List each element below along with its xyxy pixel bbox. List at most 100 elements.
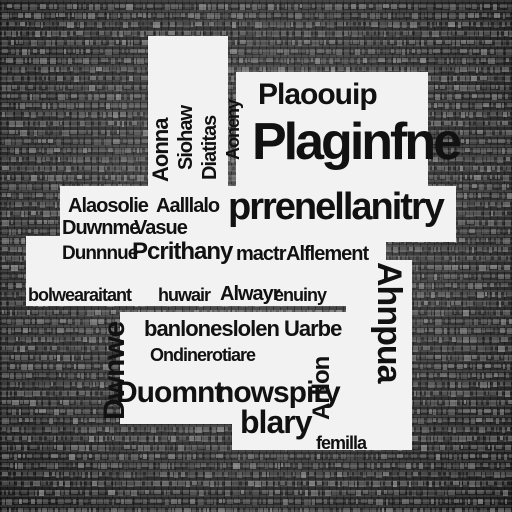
- texture-glyph: [210, 481, 214, 487]
- texture-glyph: [465, 499, 467, 505]
- texture-glyph: [258, 4, 261, 9]
- texture-glyph: [474, 319, 478, 325]
- texture-glyph: [34, 13, 41, 19]
- texture-glyph: [28, 85, 33, 89]
- texture-glyph: [117, 130, 119, 134]
- texture-glyph: [52, 40, 55, 46]
- texture-glyph: [404, 508, 410, 512]
- texture-glyph: [56, 85, 59, 90]
- texture-glyph: [255, 22, 262, 28]
- texture-glyph: [16, 130, 18, 134]
- texture-glyph: [143, 13, 146, 18]
- texture-glyph: [483, 112, 487, 118]
- texture-glyph: [325, 4, 332, 10]
- texture-glyph: [444, 265, 451, 270]
- texture-glyph: [508, 4, 512, 10]
- texture-glyph: [8, 67, 10, 71]
- texture-glyph: [122, 148, 124, 154]
- texture-glyph: [233, 490, 240, 495]
- texture-glyph: [463, 184, 469, 190]
- texture-glyph: [13, 13, 17, 17]
- texture-glyph: [60, 319, 66, 323]
- texture-glyph: [363, 490, 368, 494]
- texture-glyph: [383, 472, 389, 476]
- texture-glyph: [212, 427, 216, 433]
- texture-glyph: [389, 31, 395, 35]
- texture-glyph: [161, 454, 165, 458]
- texture-glyph: [507, 103, 512, 107]
- texture-glyph: [32, 193, 35, 198]
- texture-glyph: [390, 40, 394, 44]
- texture-glyph: [69, 346, 74, 350]
- texture-glyph: [99, 337, 102, 343]
- texture-glyph: [51, 211, 57, 216]
- texture-glyph: [503, 112, 507, 117]
- texture-glyph: [46, 13, 50, 18]
- texture-glyph: [258, 508, 263, 512]
- texture-glyph: [503, 229, 505, 233]
- texture-glyph: [90, 40, 93, 45]
- texture-glyph: [458, 211, 465, 215]
- texture-glyph: [2, 22, 6, 26]
- panel-mid: [26, 236, 386, 306]
- texture-glyph: [95, 454, 100, 460]
- texture-glyph: [11, 355, 14, 359]
- texture-glyph: [500, 85, 504, 90]
- texture-glyph: [18, 229, 21, 234]
- texture-glyph: [475, 40, 479, 45]
- texture-glyph: [81, 76, 84, 82]
- texture-glyph: [472, 247, 474, 253]
- texture-glyph: [54, 445, 56, 449]
- texture-glyph: [139, 157, 145, 161]
- texture-glyph: [502, 67, 509, 72]
- texture-glyph: [146, 31, 153, 35]
- texture-glyph: [232, 139, 236, 143]
- texture-glyph: [223, 13, 228, 19]
- texture-glyph: [420, 373, 426, 377]
- texture-glyph: [459, 436, 466, 442]
- texture-glyph: [48, 94, 55, 98]
- texture-glyph: [20, 22, 25, 26]
- texture-glyph: [422, 49, 427, 53]
- texture-glyph: [488, 445, 490, 449]
- texture-glyph: [501, 319, 506, 325]
- texture-glyph: [437, 22, 439, 26]
- texture-glyph: [246, 4, 250, 8]
- texture-glyph: [419, 283, 424, 289]
- texture-glyph: [20, 85, 25, 91]
- texture-glyph: [8, 391, 10, 397]
- texture-glyph: [503, 310, 510, 315]
- texture-glyph: [259, 58, 263, 62]
- texture-glyph: [73, 4, 77, 9]
- texture-glyph: [52, 49, 56, 53]
- texture-glyph: [458, 382, 461, 388]
- texture-glyph: [474, 328, 481, 333]
- texture-glyph: [2, 454, 9, 459]
- texture-glyph: [482, 229, 489, 234]
- texture-glyph: [66, 94, 68, 99]
- texture-glyph: [505, 499, 507, 504]
- texture-glyph: [27, 310, 30, 315]
- texture-glyph: [320, 67, 322, 72]
- texture-glyph: [490, 112, 496, 116]
- texture-glyph: [493, 346, 495, 351]
- texture-glyph: [444, 328, 447, 334]
- texture-glyph: [270, 508, 272, 512]
- texture-glyph: [230, 148, 232, 152]
- texture-glyph: [492, 292, 495, 297]
- texture-glyph: [418, 418, 424, 424]
- texture-glyph: [436, 283, 438, 288]
- texture-glyph: [29, 157, 35, 161]
- texture-glyph: [109, 436, 111, 441]
- texture-glyph: [110, 391, 114, 395]
- texture-glyph: [270, 40, 275, 45]
- texture-glyph: [147, 4, 153, 8]
- texture-glyph: [476, 229, 481, 235]
- texture-glyph: [225, 490, 230, 496]
- texture-glyph: [2, 427, 6, 431]
- texture-glyph: [455, 67, 459, 73]
- texture-glyph: [447, 58, 449, 64]
- texture-glyph: [457, 193, 463, 198]
- texture-glyph: [426, 355, 433, 359]
- texture-glyph: [473, 364, 475, 370]
